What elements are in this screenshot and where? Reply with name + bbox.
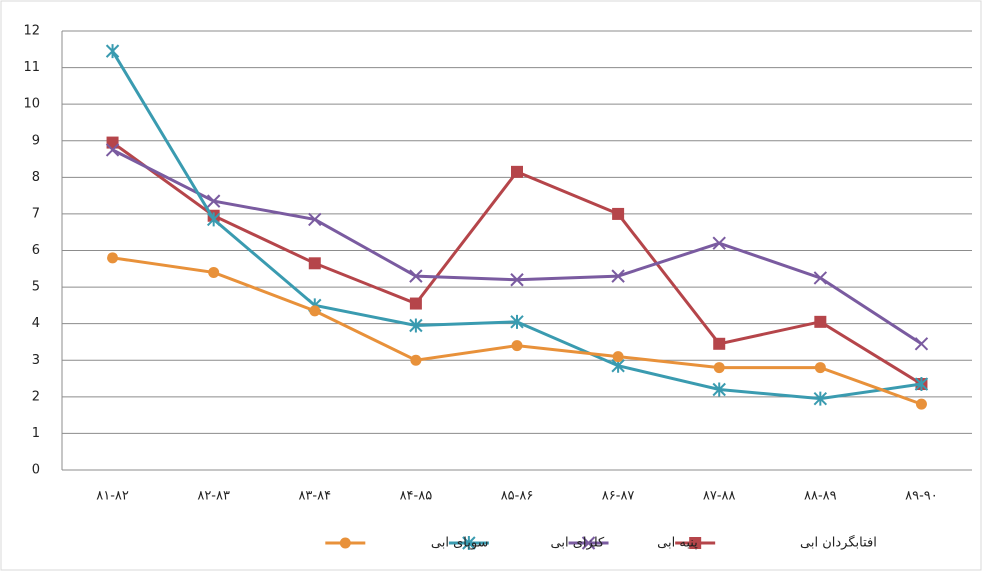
y-tick-label: 9	[32, 133, 40, 148]
legend-label: سویای ابی	[431, 536, 489, 551]
legend-label: پنبه ابی	[657, 536, 698, 551]
y-tick-label: 0	[32, 463, 40, 478]
data-point	[713, 338, 725, 350]
chart: 0123456789101112۸۱-۸۲۸۲-۸۳۸۳-۸۴۸۴-۸۵۸۵-۸…	[0, 0, 982, 571]
y-tick-label: 10	[23, 97, 40, 112]
data-point	[512, 340, 523, 351]
legend-label: افتابگردان ابی	[800, 535, 877, 551]
data-point	[613, 351, 624, 362]
data-point	[410, 298, 422, 310]
data-point	[208, 267, 219, 278]
data-point	[309, 257, 321, 269]
data-point	[309, 305, 320, 316]
y-tick-label: 7	[32, 206, 40, 221]
y-tick-label: 11	[23, 60, 40, 75]
x-tick-label: ۸۱-۸۲	[96, 489, 129, 504]
x-tick-label: ۸۴-۸۵	[400, 489, 433, 504]
x-tick-label: ۸۶-۸۷	[602, 489, 635, 504]
y-tick-label: 5	[32, 280, 40, 295]
y-tick-label: 8	[32, 170, 40, 185]
data-point	[814, 316, 826, 328]
data-point	[714, 362, 725, 373]
data-point	[107, 252, 118, 263]
x-tick-label: ۸۹-۹۰	[905, 489, 938, 504]
y-tick-label: 4	[32, 316, 40, 331]
data-point	[612, 208, 624, 220]
legend-marker	[340, 538, 351, 549]
data-point	[511, 166, 523, 178]
legend-label: کلزای ابی	[551, 536, 605, 551]
x-tick-label: ۸۵-۸۶	[501, 489, 534, 504]
data-point	[815, 362, 826, 373]
x-tick-label: ۸۳-۸۴	[298, 489, 331, 504]
y-tick-label: 2	[32, 389, 40, 404]
x-tick-label: ۸۷-۸۸	[703, 489, 736, 504]
y-tick-label: 12	[23, 24, 40, 39]
x-tick-label: ۸۲-۸۳	[197, 489, 230, 504]
y-tick-label: 3	[32, 353, 40, 368]
data-point	[916, 399, 927, 410]
y-tick-label: 1	[32, 426, 40, 441]
data-point	[410, 355, 421, 366]
x-tick-label: ۸۸-۸۹	[804, 489, 837, 504]
y-tick-label: 6	[32, 243, 40, 258]
